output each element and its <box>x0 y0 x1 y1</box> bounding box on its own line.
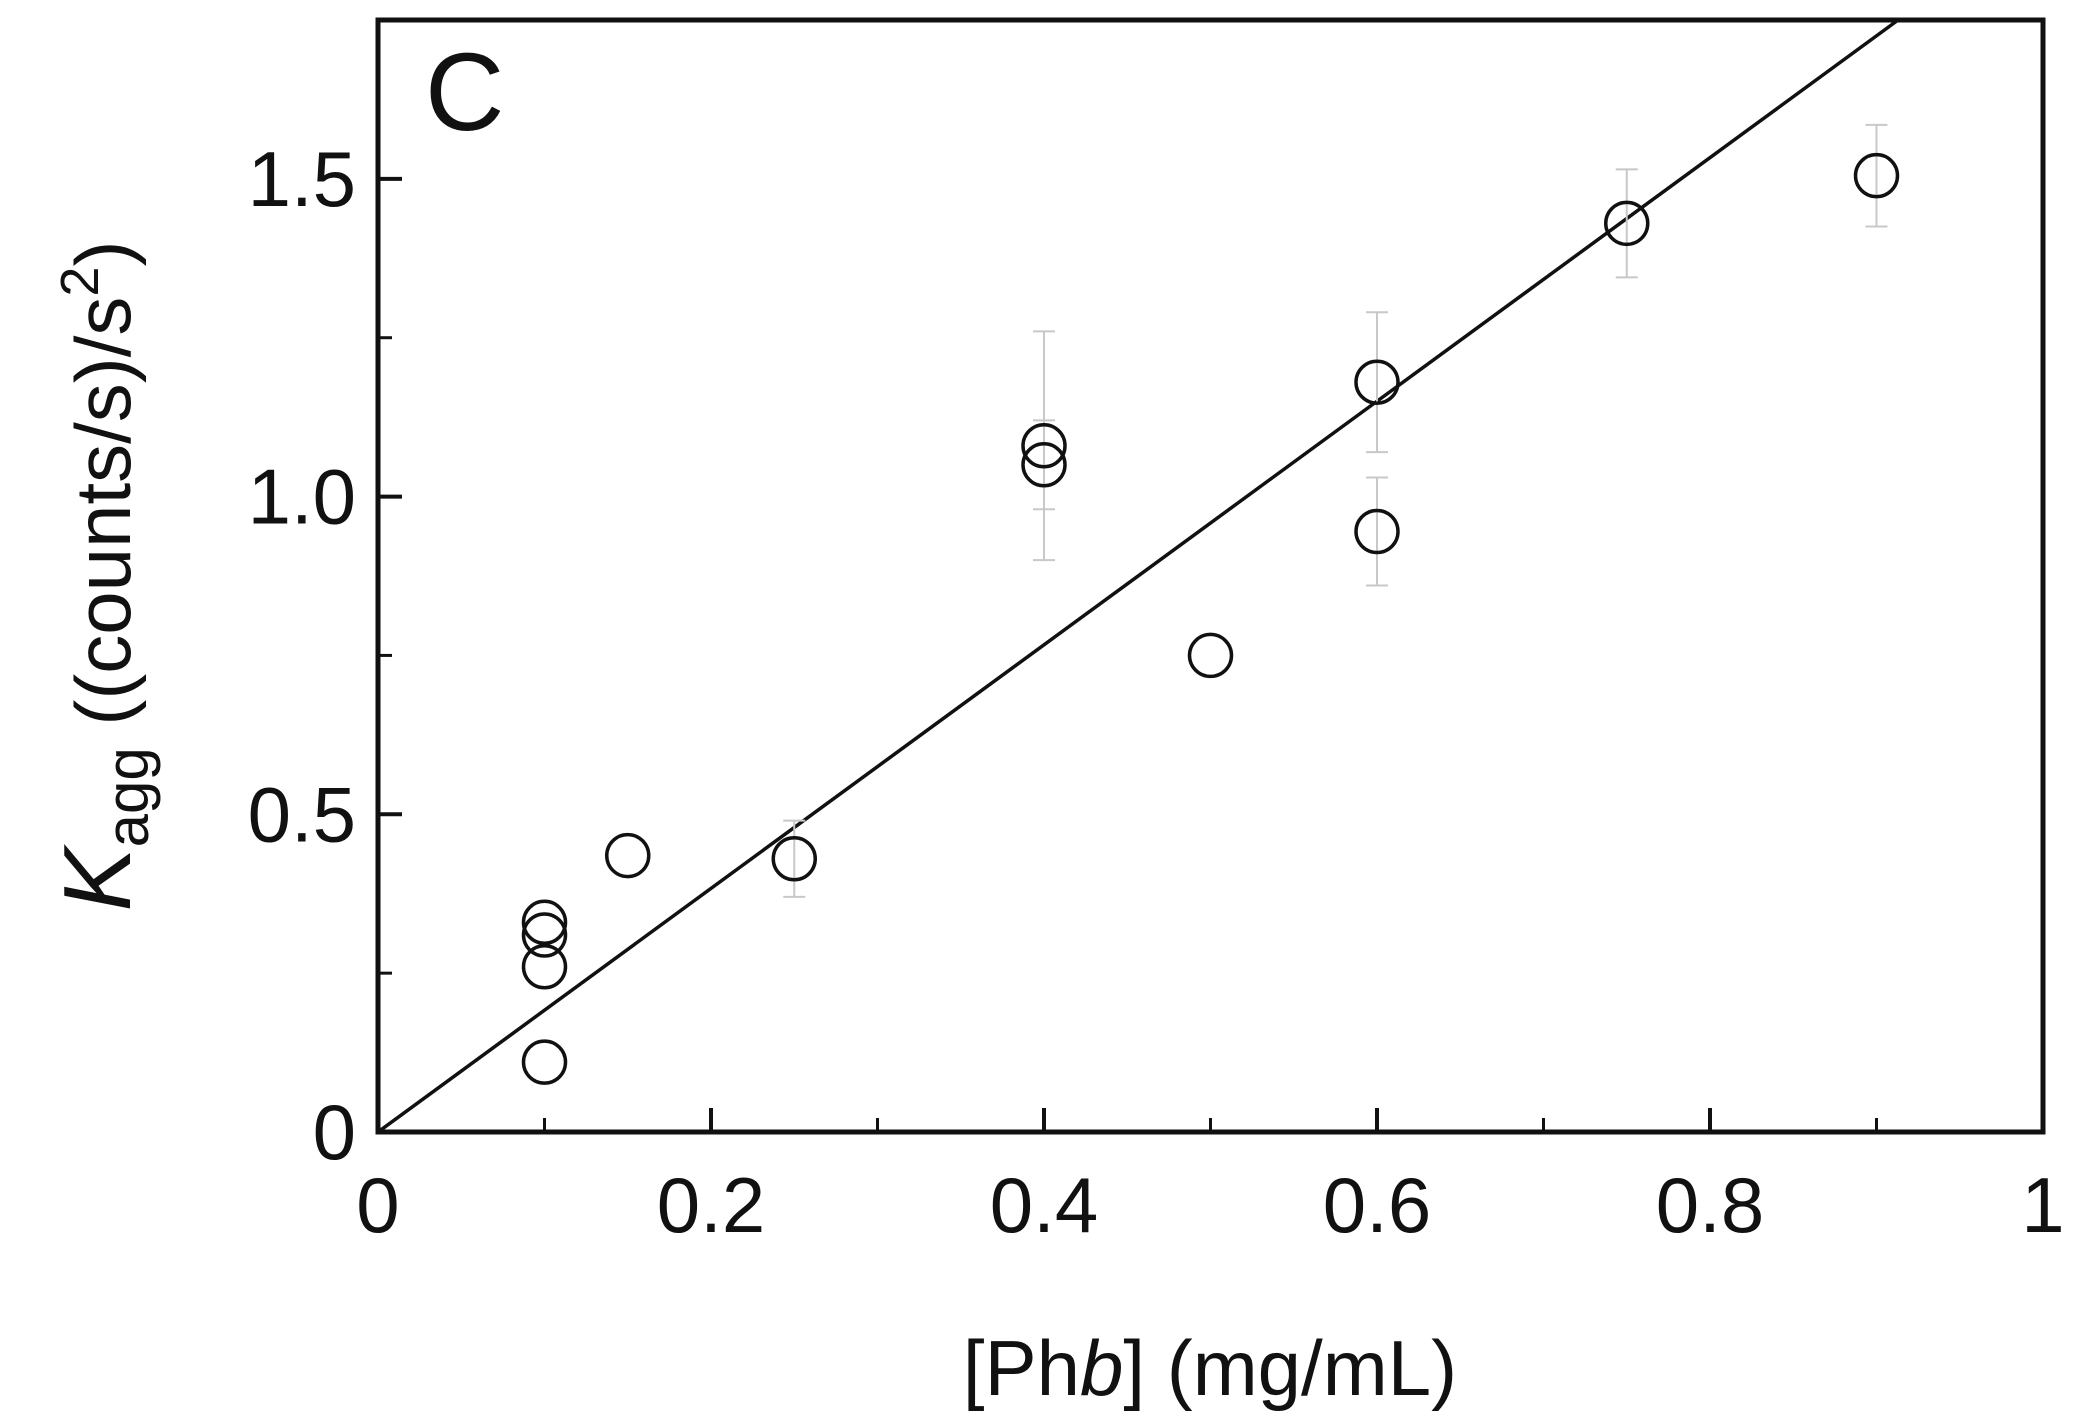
y-axis-title-subscript: agg <box>94 747 161 847</box>
data-point <box>1853 152 1900 199</box>
data-point <box>605 832 651 879</box>
x-tick-label: 0.8 <box>1656 1161 1764 1249</box>
y-axis-title-units-superscript: 2 <box>50 267 110 297</box>
x-axis-title-italic: b <box>1080 1324 1123 1412</box>
data-point <box>1021 422 1067 469</box>
data-point <box>1021 442 1067 488</box>
data-point <box>521 912 568 958</box>
data-point <box>521 944 568 990</box>
fit-line-layer <box>376 18 1900 1134</box>
plot-frame <box>375 17 2046 1135</box>
error-bar-layer <box>783 123 1888 898</box>
y-axis-title-units-open: ((counts/s)/s <box>59 297 147 748</box>
y-tick-label: 0 <box>313 1088 356 1176</box>
data-point <box>1354 359 1400 405</box>
fit-line <box>376 18 1900 1134</box>
x-tick-label: 0.6 <box>1323 1161 1431 1249</box>
data-point <box>1354 508 1400 555</box>
panel-label: C <box>425 31 504 154</box>
y-axis-title-units-close: ) <box>59 241 147 267</box>
y-tick-label: 1.5 <box>248 135 356 223</box>
data-point-layer <box>521 152 1900 1085</box>
data-point <box>521 899 568 946</box>
tick-label-layer: 0 0.2 0.4 0.6 0.8 1 0 0.5 1.0 1.5 <box>248 135 2065 1249</box>
y-tick-label: 1.0 <box>248 453 356 541</box>
x-axis-title-open: [Ph <box>963 1324 1080 1412</box>
data-point <box>1187 632 1234 679</box>
y-tick-label: 0.5 <box>248 770 356 858</box>
y-axis-title-symbol: K <box>44 843 151 911</box>
x-tick-label: 0.2 <box>657 1161 765 1249</box>
x-tick-label: 0.4 <box>990 1161 1098 1249</box>
data-point <box>1604 200 1650 247</box>
data-point <box>771 836 817 882</box>
x-axis-title-close: ] (mg/mL) <box>1123 1324 1457 1412</box>
data-point <box>521 1039 568 1085</box>
x-axis-title: [Phb] (mg/mL) <box>963 1324 1457 1412</box>
x-tick-label: 0 <box>356 1161 399 1249</box>
y-axis-title: Kagg ((counts/s)/s2) <box>44 241 161 912</box>
x-tick-label: 1 <box>2021 1161 2064 1249</box>
